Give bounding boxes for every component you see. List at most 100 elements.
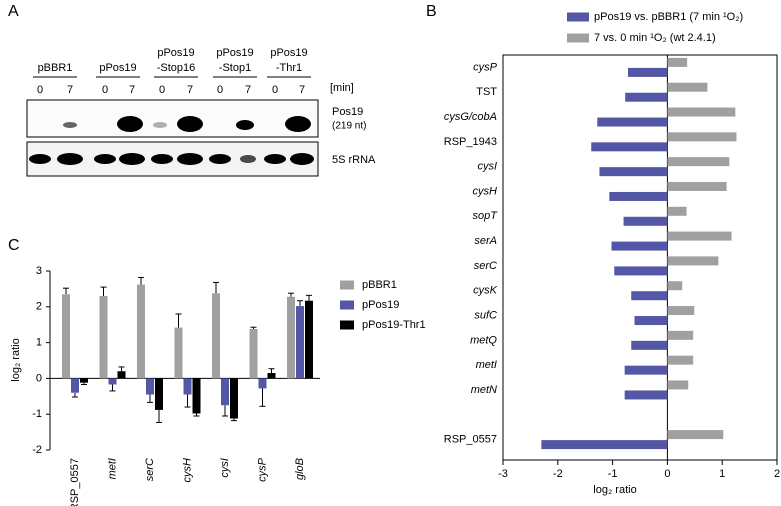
x-tick-label: -2 — [553, 468, 563, 480]
bar — [624, 365, 668, 375]
construct-label: pPos19 — [270, 47, 307, 59]
legend-swatch — [567, 33, 589, 43]
x-tick-label: RSP_0557 — [69, 458, 81, 506]
legend-label: pPos19 vs. pBBR1 (7 min ¹O₂) — [594, 11, 743, 23]
legend-label: pPos19-Thr1 — [362, 319, 426, 331]
bar — [212, 293, 220, 379]
bar — [221, 378, 229, 406]
bar — [667, 330, 694, 340]
bar — [155, 378, 163, 410]
lane-label: 0 — [159, 84, 165, 96]
band — [117, 116, 143, 132]
construct-label: -Stop16 — [157, 62, 196, 74]
y-tick-label: 1 — [36, 337, 42, 349]
band — [209, 154, 231, 164]
bar — [667, 256, 719, 266]
bar — [667, 231, 732, 241]
legend-swatch — [340, 320, 354, 330]
band — [94, 154, 116, 164]
bar — [667, 306, 695, 316]
bar — [667, 281, 683, 291]
band — [153, 122, 167, 128]
y-tick-label: sufC — [474, 309, 497, 321]
band-size: (219 nt) — [332, 121, 366, 132]
bar — [192, 378, 201, 414]
lane-label: 0 — [37, 84, 43, 96]
bar — [667, 430, 724, 440]
bar — [230, 378, 238, 419]
bar — [623, 216, 668, 226]
bar — [611, 241, 668, 251]
gel-bands — [29, 116, 314, 165]
band — [240, 155, 256, 163]
bar — [667, 355, 694, 365]
bar — [667, 132, 737, 142]
bar — [667, 107, 736, 117]
legend-swatch — [567, 12, 589, 22]
bar — [624, 390, 668, 400]
panel-label: B — [426, 3, 437, 20]
y-tick-label: metQ — [470, 334, 497, 346]
lane-label: 0 — [217, 84, 223, 96]
gel-pos19 — [26, 99, 319, 138]
y-tick-label: cysP — [473, 61, 498, 73]
lane-label: 7 — [245, 84, 251, 96]
band — [177, 116, 203, 132]
bar — [591, 142, 668, 152]
bar — [667, 380, 689, 390]
x-tick-label: 2 — [774, 468, 780, 480]
x-tick-label: -3 — [498, 468, 508, 480]
bar — [146, 378, 154, 395]
bar — [667, 157, 730, 167]
bar — [183, 378, 192, 395]
x-axis-label: log₂ ratio — [593, 484, 636, 496]
construct-label: pPos19 — [157, 47, 194, 59]
y-tick-label: cysH — [473, 185, 498, 197]
band — [151, 154, 173, 164]
x-tick-label: gloB — [294, 458, 306, 480]
bar — [137, 284, 145, 379]
bar — [614, 266, 668, 276]
bar — [667, 82, 708, 92]
bar — [258, 378, 267, 389]
y-tick-label: TST — [476, 86, 497, 98]
bar — [71, 378, 79, 393]
band-label: 5S rRNA — [332, 154, 376, 166]
x-tick-label: 0 — [664, 468, 670, 480]
legend-label: pPos19 — [362, 299, 399, 311]
lane-label: 7 — [299, 84, 305, 96]
plot-frame — [502, 54, 778, 461]
bar — [625, 92, 668, 102]
y-tick-label: -1 — [32, 408, 42, 420]
band — [285, 116, 311, 132]
band — [119, 153, 145, 165]
bar — [609, 191, 668, 201]
bar — [627, 67, 668, 77]
band — [290, 153, 314, 165]
bar — [631, 291, 668, 301]
construct-label: pBBR1 — [38, 62, 73, 74]
bar — [667, 57, 688, 67]
y-tick-label: serC — [474, 260, 497, 272]
bar — [80, 378, 88, 383]
bar — [99, 296, 108, 379]
construct-label: -Stop1 — [219, 62, 251, 74]
x-tick-label: serC — [144, 458, 156, 481]
construct-label: -Thr1 — [276, 62, 302, 74]
y-tick-label: metI — [476, 359, 497, 371]
y-tick-label: 3 — [36, 265, 42, 277]
legend-label: 7 vs. 0 min ¹O₂ (wt 2.4.1) — [594, 32, 716, 44]
y-tick-label: RSP_1943 — [444, 136, 497, 148]
bar — [287, 296, 295, 379]
bar — [174, 327, 183, 379]
lane-label: 7 — [187, 84, 193, 96]
lane-label: 0 — [102, 84, 108, 96]
y-axis-label: log₂ ratio — [10, 338, 22, 381]
time-unit: [min] — [330, 82, 354, 94]
x-tick-label: -1 — [608, 468, 618, 480]
bar — [631, 340, 668, 350]
bar — [296, 306, 304, 379]
x-tick-label: cysH — [181, 458, 193, 483]
bar — [249, 328, 258, 379]
legend-label: pBBR1 — [362, 279, 397, 291]
